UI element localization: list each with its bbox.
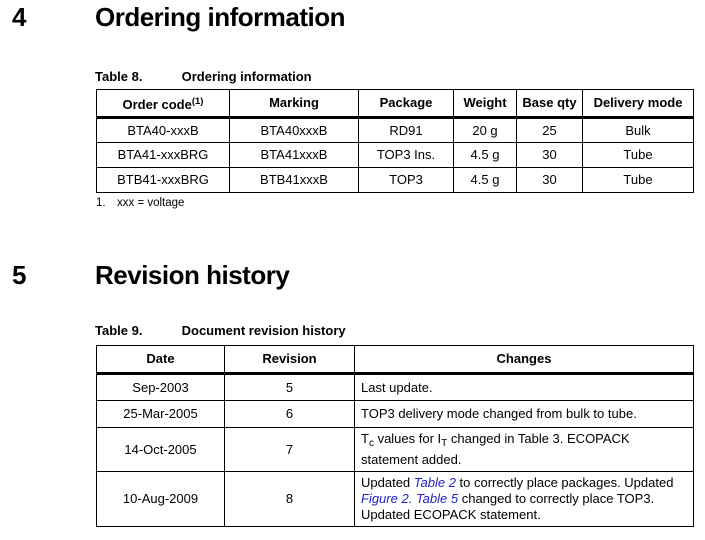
table-cell: Bulk xyxy=(582,117,694,143)
changes-cell: TOP3 delivery mode changed from bulk to … xyxy=(354,400,694,428)
changes-cell: Last update. xyxy=(354,373,694,401)
section-number: 4 xyxy=(12,2,26,32)
table-cell: BTB41-xxxBRG xyxy=(96,167,230,193)
table-cell: 30 xyxy=(516,142,583,168)
table-caption-title: Ordering information xyxy=(181,69,312,84)
table-cell: 6 xyxy=(224,400,355,428)
text-run: Last update. xyxy=(361,379,433,395)
text-run: T xyxy=(361,431,369,446)
table-cell: 8 xyxy=(224,471,355,527)
column-header: Revision xyxy=(224,345,355,375)
section-title: Ordering information xyxy=(95,2,346,32)
table-cell: RD91 xyxy=(358,117,454,143)
table-header-row: Order code(1) Marking Package Weight Base qt… xyxy=(96,89,694,119)
column-header: Date xyxy=(96,345,225,375)
table-cell: 5 xyxy=(224,373,355,401)
text-run: changed in Table 3. ECOPACK statement ad… xyxy=(361,431,630,467)
table-row: 25-Mar-2005 6 TOP3 delivery mode changed f… xyxy=(96,400,694,428)
column-header: Weight xyxy=(453,89,517,119)
text-run: (1) xyxy=(191,95,204,107)
table-caption-label: Table 9. xyxy=(95,323,143,338)
column-header: Delivery mode xyxy=(582,89,694,119)
column-header: Package xyxy=(358,89,454,119)
table-cell: 4.5 g xyxy=(453,142,517,168)
table-cell: 7 xyxy=(224,427,355,472)
table-cell: TOP3 xyxy=(358,167,454,193)
section-title: Revision history xyxy=(95,260,290,290)
table-cell: 30 xyxy=(516,167,583,193)
table-row: 14-Oct-2005 7 Tc values for IT changed in … xyxy=(96,427,694,472)
table-cell: 25-Mar-2005 xyxy=(96,400,225,428)
table-cell: BTA40-xxxB xyxy=(96,117,230,143)
table9-caption: Table 9. Document revision history xyxy=(95,323,346,338)
changes-cell: Tc values for IT changed in Table 3. ECO… xyxy=(354,427,694,472)
cross-reference-link[interactable]: Table 5 xyxy=(415,491,459,506)
table-caption-label: Table 8. xyxy=(95,69,143,84)
text-run: TOP3 delivery mode changed from bulk to … xyxy=(361,406,637,421)
table-row: 10-Aug-2009 8 Updated Table 2 to correctly… xyxy=(96,471,694,527)
section-heading-ordering: 4 Ordering information xyxy=(0,3,705,33)
column-header: Marking xyxy=(229,89,359,119)
table-caption-title: Document revision history xyxy=(181,323,346,338)
cross-reference-link[interactable]: Figure 2. xyxy=(361,491,413,506)
table8-footnote: 1. xxx = voltage xyxy=(96,196,184,210)
table-cell: Sep-2003 xyxy=(96,373,225,401)
footnote-text: xxx = voltage xyxy=(117,197,185,209)
text-run: changed to correctly place TOP3. Updated… xyxy=(361,491,655,522)
table-cell: 4.5 g xyxy=(453,167,517,193)
text-run: values for I xyxy=(373,431,442,446)
column-header: Order code(1) xyxy=(96,89,230,119)
table-cell: 25 xyxy=(516,117,583,143)
table-cell: 14-Oct-2005 xyxy=(96,427,225,472)
footnote-marker: 1. xyxy=(96,197,106,209)
table-cell: BTA41xxxB xyxy=(229,142,359,168)
revision-history-table: Date Revision Changes Sep-2003 5 Last update… xyxy=(96,345,694,527)
table-row: BTA41-xxxBRG BTA41xxxB TOP3 Ins. 4.5 g 30 Tub… xyxy=(96,142,694,168)
table-cell: 10-Aug-2009 xyxy=(96,471,225,527)
text-run: to correctly place packages. Updated xyxy=(455,475,674,490)
cross-reference-link[interactable]: Table 2 xyxy=(413,475,456,490)
table-cell: BTA41-xxxBRG xyxy=(96,142,230,168)
text-run: T xyxy=(441,438,448,449)
table-row: Sep-2003 5 Last update. xyxy=(96,373,694,401)
table-row: BTB41-xxxBRG BTB41xxxB TOP3 4.5 g 30 Tube xyxy=(96,167,694,193)
table-cell: Tube xyxy=(582,167,694,193)
table-cell: BTA40xxxB xyxy=(229,117,359,143)
column-header: Base qty xyxy=(516,89,583,119)
table8-caption: Table 8. Ordering information xyxy=(95,69,312,84)
changes-cell: Updated Table 2 to correctly place packa… xyxy=(354,471,694,527)
text-run: Order code xyxy=(122,96,192,112)
text-run: c xyxy=(368,438,374,449)
text-run: Updated xyxy=(361,475,414,490)
table-cell: BTB41xxxB xyxy=(229,167,359,193)
table-cell: 20 g xyxy=(453,117,517,143)
column-header: Changes xyxy=(354,345,694,375)
section-heading-revision: 5 Revision history xyxy=(0,261,705,291)
table-cell: Tube xyxy=(582,142,694,168)
section-number: 5 xyxy=(12,260,26,290)
table-cell: TOP3 Ins. xyxy=(358,142,454,168)
table-header-row: Date Revision Changes xyxy=(96,345,694,375)
ordering-table: Order code(1) Marking Package Weight Base qt… xyxy=(96,89,694,193)
table-row: BTA40-xxxB BTA40xxxB RD91 20 g 25 Bulk xyxy=(96,117,694,143)
